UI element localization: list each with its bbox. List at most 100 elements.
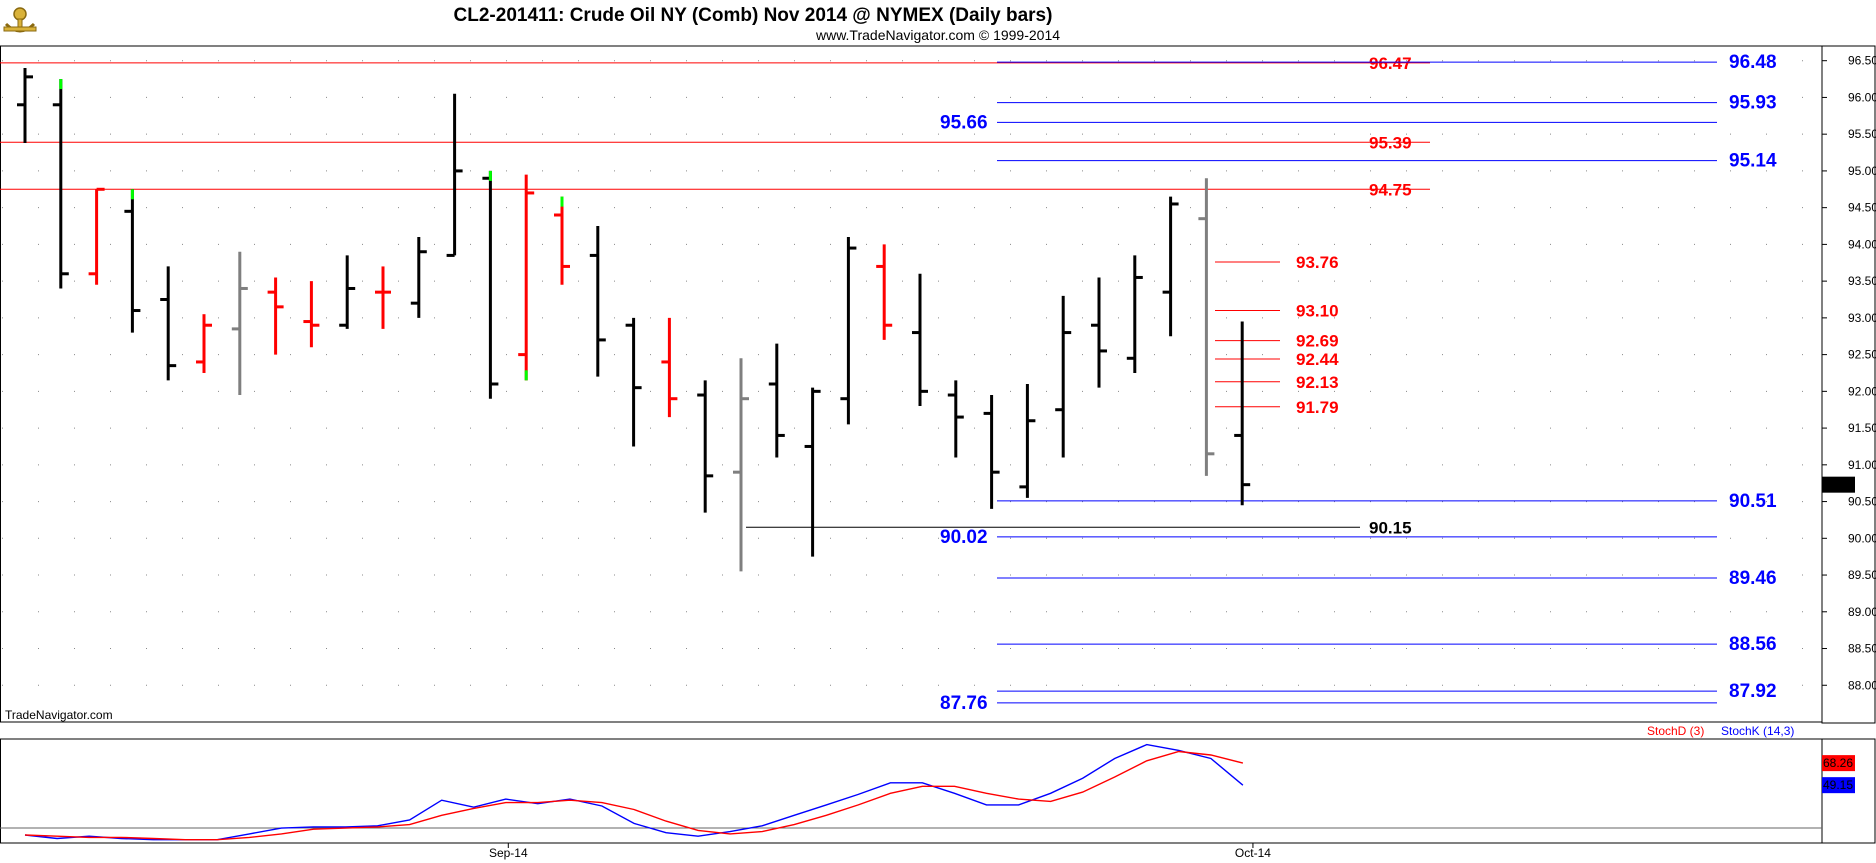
- axis-tick-label: 91.00: [1848, 458, 1876, 472]
- level-label: 90.02: [940, 527, 988, 548]
- axis-tick-label: 92.50: [1848, 348, 1876, 362]
- level-label: 92.13: [1296, 373, 1339, 392]
- level-label: 94.75: [1369, 180, 1412, 199]
- axis-tick-label: 90.00: [1848, 531, 1876, 545]
- ohlc-bar: [88, 187, 105, 285]
- price-pane-border: [0, 45, 1823, 723]
- level-label: 95.66: [940, 112, 988, 133]
- axis-tick-label: 94.00: [1848, 237, 1876, 251]
- ohlc-bar: [625, 317, 642, 447]
- ohlc-bar: [1126, 255, 1143, 373]
- axis-tick-label: 89.50: [1848, 568, 1876, 582]
- ohlc-bar: [17, 68, 33, 143]
- axis-tick-label: 96.50: [1848, 54, 1876, 68]
- ohlc-bar: [661, 317, 678, 418]
- level-label: 87.92: [1729, 681, 1777, 702]
- stochastic-line: [24, 750, 1244, 841]
- last-price-label: 90.73: [1823, 478, 1853, 492]
- level-label: 95.39: [1369, 133, 1412, 152]
- ohlc-bar: [876, 244, 893, 340]
- level-label: 93.76: [1296, 253, 1339, 272]
- stochastic-value-label: 68.26: [1823, 756, 1853, 770]
- level-label: 93.10: [1296, 302, 1339, 321]
- ohlc-bar: [912, 273, 928, 407]
- axis-tick-label: 93.50: [1848, 274, 1876, 288]
- watermark-text: TradeNavigator.com: [5, 708, 113, 722]
- level-label: 90.15: [1369, 518, 1412, 537]
- ohlc-bar: [1055, 295, 1072, 458]
- ohlc-bar: [983, 395, 1000, 509]
- level-label: 96.48: [1729, 52, 1777, 73]
- logo: [3, 7, 37, 33]
- ohlc-bar: [52, 79, 69, 289]
- stochastic-value-label: 49.15: [1823, 778, 1853, 792]
- axis-tick-label: 95.50: [1848, 127, 1876, 141]
- ohlc-bar: [446, 93, 463, 257]
- level-label: 95.14: [1729, 151, 1777, 172]
- date-axis: Sep-14 Oct-14: [489, 843, 1271, 860]
- ohlc-bar: [303, 281, 320, 348]
- stochastic-pane-border: [0, 738, 1823, 844]
- date-label: Oct-14: [1235, 846, 1271, 860]
- axis-tick-label: 88.00: [1848, 678, 1876, 692]
- ohlc-bar: [375, 266, 391, 329]
- axis-tick-label: 93.00: [1848, 311, 1876, 325]
- ohlc-bar: [160, 266, 177, 381]
- legend-stochk: StochK (14,3): [1721, 724, 1794, 738]
- ohlc-bar: [840, 237, 857, 425]
- axis-tick-label: 89.00: [1848, 605, 1876, 619]
- date-label: Sep-14: [489, 846, 528, 860]
- ohlc-bar: [124, 189, 141, 333]
- level-label: 95.93: [1729, 93, 1777, 114]
- stochastic-pane: [0, 738, 1876, 844]
- ohlc-bar: [804, 387, 821, 557]
- legend-stochd: StochD (3): [1647, 724, 1704, 738]
- stochastic-value-box: [1822, 777, 1855, 794]
- level-label: 92.69: [1296, 332, 1339, 351]
- chart-subtitle: www.TradeNavigator.com © 1999-2014: [815, 27, 1060, 43]
- last-price-box: [1822, 476, 1855, 493]
- ohlc-bar: [267, 277, 284, 355]
- stochastic-value-box: [1822, 755, 1855, 772]
- ohlc-bar: [339, 255, 356, 329]
- level-label: 88.56: [1729, 634, 1777, 655]
- ohlc-bar: [410, 237, 427, 318]
- chart-title: CL2-201411: Crude Oil NY (Comb) Nov 2014…: [454, 5, 1053, 26]
- ohlc-bar: [1091, 277, 1107, 388]
- ohlc-bar: [196, 314, 212, 373]
- ohlc-bar: [518, 174, 535, 381]
- axis-tick-label: 95.00: [1848, 164, 1876, 178]
- ohlc-bar: [554, 196, 570, 285]
- axis-tick-label: 94.50: [1848, 201, 1876, 215]
- axis-tick-label: 91.50: [1848, 421, 1876, 435]
- ohlc-bar: [231, 251, 248, 396]
- axis-tick-label: 88.50: [1848, 642, 1876, 656]
- ohlc-bar: [1234, 321, 1251, 506]
- stochastic-lines: 49.15 68.26: [24, 743, 1855, 841]
- ohlc-bar: [947, 380, 964, 458]
- ohlc-bar: [1019, 384, 1036, 498]
- axis-tick-label: 96.00: [1848, 90, 1876, 104]
- level-label: 89.46: [1729, 568, 1777, 589]
- ohlc-bar: [733, 358, 749, 572]
- price-axis-border: [1821, 45, 1876, 724]
- level-label: 91.79: [1296, 398, 1339, 417]
- stochastic-line: [24, 743, 1244, 841]
- ohlc-bar: [697, 380, 714, 513]
- price-pane: [0, 45, 1876, 724]
- level-label: 96.47: [1369, 54, 1412, 73]
- level-label: 90.51: [1729, 491, 1777, 512]
- axis-tick-label: 92.00: [1848, 384, 1876, 398]
- price-bars: [17, 68, 1251, 572]
- ohlc-bar: [768, 343, 785, 458]
- ohlc-bar: [1198, 178, 1215, 476]
- ohlc-bar: [589, 226, 606, 377]
- axis-tick-label: 90.50: [1848, 495, 1876, 509]
- stochastic-legend: StochD (3) StochK (14,3): [1647, 724, 1794, 738]
- anchor-logo-icon: [3, 7, 37, 33]
- level-label: 87.76: [940, 693, 988, 714]
- ohlc-bar: [482, 170, 499, 399]
- ohlc-bar: [1162, 196, 1179, 337]
